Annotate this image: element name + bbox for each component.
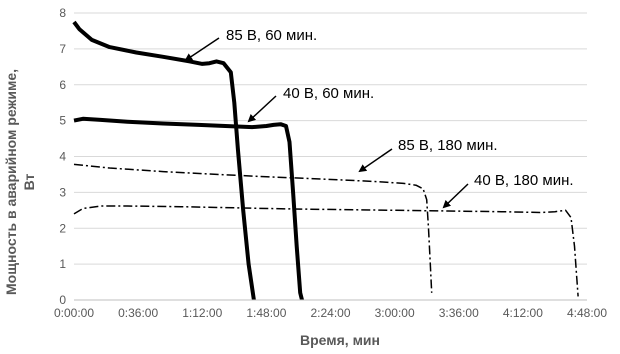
- x-tick-label: 0:00:00: [54, 306, 94, 320]
- y-tick-label: 6: [59, 78, 66, 92]
- annotation-arrow: [442, 183, 469, 209]
- grid-lines: [74, 12, 587, 265]
- x-tick-label: 0:36:00: [118, 306, 158, 320]
- y-tick-label: 1: [59, 257, 66, 271]
- y-axis-title-line1: Мощность в аварийном режиме,: [3, 69, 19, 295]
- y-tick-label: 8: [59, 6, 66, 20]
- series-layer: [72, 20, 579, 301]
- y-tick-label: 4: [59, 150, 66, 164]
- annotation-label: 85 В, 60 мин.: [226, 27, 317, 44]
- x-tick-label: 3:36:00: [439, 306, 479, 320]
- x-tick-label: 2:24:00: [310, 306, 350, 320]
- y-tick-label: 5: [59, 114, 66, 128]
- x-tick-labels: 0:00:00 0:36:00 1:12:00 1:48:00 2:24:00 3:00:…: [54, 306, 607, 320]
- x-axis-title: Время, мин: [300, 332, 380, 348]
- annotation-label: 40 В, 180 мин.: [474, 172, 574, 189]
- y-tick-label: 0: [59, 293, 66, 307]
- y-tick-label: 3: [59, 185, 66, 199]
- x-tick-label: 4:12:00: [503, 306, 543, 320]
- y-tick-label: 2: [59, 221, 66, 235]
- x-tick-label: 3:00:00: [375, 306, 415, 320]
- series-line-1: [73, 116, 304, 301]
- annotation-label: 85 В, 180 мин.: [398, 137, 498, 154]
- series-line-2: [73, 163, 433, 293]
- x-tick-label: 1:48:00: [246, 306, 286, 320]
- annotation-arrow: [358, 148, 393, 173]
- annotation-label: 40 В, 60 мин.: [283, 85, 374, 102]
- annotation-arrow: [184, 37, 220, 62]
- y-tick-label: 7: [59, 42, 66, 56]
- y-tick-labels: 0 1 2 3 4 5 6 7 8: [59, 6, 66, 307]
- annotations: 85 В, 60 мин. 40 В, 60 мин. 85 В, 180 мин.…: [184, 27, 574, 209]
- x-tick-label: 4:48:00: [567, 306, 607, 320]
- y-axis-title-line2: Вт: [21, 173, 37, 190]
- annotation-arrow: [247, 95, 277, 123]
- series-line-3: [73, 205, 579, 297]
- x-tick-label: 1:12:00: [182, 306, 222, 320]
- series-line-0: [72, 20, 256, 301]
- y-axis-title: Мощность в аварийном режиме, Вт: [3, 69, 37, 295]
